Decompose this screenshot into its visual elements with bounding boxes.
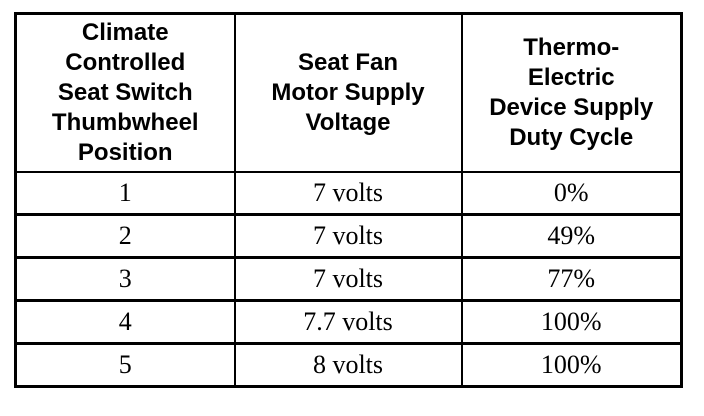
cell-duty-cycle: 77% (460, 256, 683, 302)
header-cell-thermo-electric-device-supply-duty-cycle: Thermo- Electric Device Supply Duty Cycl… (460, 13, 683, 173)
settings-table: Climate Controlled Seat Switch Thumbwhee… (14, 12, 683, 388)
table-row: 2 7 volts 49% (14, 213, 683, 259)
table-row: 3 7 volts 77% (14, 256, 683, 302)
cell-duty-cycle: 100% (460, 299, 683, 345)
cell-fan-motor-voltage: 7.7 volts (233, 299, 463, 345)
cell-duty-cycle: 100% (460, 342, 683, 388)
cell-fan-motor-voltage: 7 volts (233, 213, 463, 259)
settings-table-container: Climate Controlled Seat Switch Thumbwhee… (14, 12, 683, 388)
cell-thumbwheel-position: 5 (14, 342, 236, 388)
cell-fan-motor-voltage: 7 volts (233, 170, 463, 216)
table-row: 5 8 volts 100% (14, 342, 683, 388)
header-cell-seat-fan-motor-supply-voltage: Seat Fan Motor Supply Voltage (233, 13, 463, 173)
table-row: 4 7.7 volts 100% (14, 299, 683, 345)
cell-fan-motor-voltage: 8 volts (233, 342, 463, 388)
cell-duty-cycle: 0% (460, 170, 683, 216)
cell-thumbwheel-position: 4 (14, 299, 236, 345)
header-cell-thumbwheel-position: Climate Controlled Seat Switch Thumbwhee… (14, 13, 236, 173)
table-row: 1 7 volts 0% (14, 170, 683, 216)
cell-duty-cycle: 49% (460, 213, 683, 259)
cell-thumbwheel-position: 1 (14, 170, 236, 216)
cell-thumbwheel-position: 2 (14, 213, 236, 259)
table-header-row: Climate Controlled Seat Switch Thumbwhee… (14, 13, 683, 173)
cell-fan-motor-voltage: 7 volts (233, 256, 463, 302)
cell-thumbwheel-position: 3 (14, 256, 236, 302)
